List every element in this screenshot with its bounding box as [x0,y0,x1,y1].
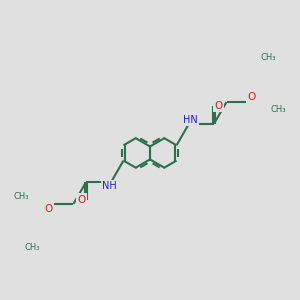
Text: O: O [248,92,256,102]
Text: O: O [77,195,86,205]
Text: HN: HN [183,115,198,125]
Text: NH: NH [102,182,117,191]
Text: O: O [214,101,223,111]
Text: CH₃: CH₃ [271,105,286,114]
Text: CH₃: CH₃ [13,192,28,201]
Text: CH₃: CH₃ [260,53,276,62]
Text: CH₃: CH₃ [25,244,40,253]
Text: O: O [44,204,52,214]
